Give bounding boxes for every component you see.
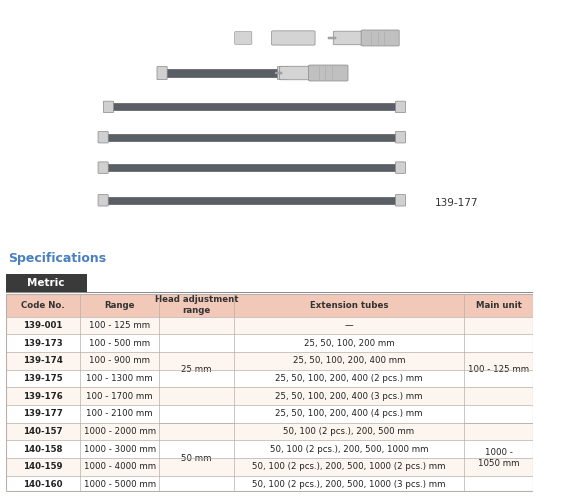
Bar — [6, 405, 533, 423]
FancyBboxPatch shape — [361, 30, 399, 46]
Text: Range: Range — [104, 301, 135, 310]
Bar — [6, 423, 533, 440]
Text: 139-177: 139-177 — [435, 198, 479, 208]
Text: 50, 100 (2 pcs.), 200, 500, 1000 (2 pcs.) mm: 50, 100 (2 pcs.), 200, 500, 1000 (2 pcs.… — [252, 462, 446, 472]
Text: Main unit: Main unit — [475, 301, 522, 310]
Text: 50, 100 (2 pcs.), 200, 500, 1000 mm: 50, 100 (2 pcs.), 200, 500, 1000 mm — [270, 445, 428, 454]
Bar — [105, 197, 398, 204]
FancyBboxPatch shape — [98, 162, 108, 173]
Text: 25, 50, 100, 200, 400 (3 pcs.) mm: 25, 50, 100, 200, 400 (3 pcs.) mm — [275, 392, 422, 401]
Bar — [328, 37, 336, 39]
Text: —: — — [345, 321, 353, 330]
Text: 1000 - 4000 mm: 1000 - 4000 mm — [83, 462, 156, 472]
Text: 25 mm: 25 mm — [181, 365, 212, 374]
Text: 25, 50, 100, 200 mm: 25, 50, 100, 200 mm — [303, 338, 394, 347]
Text: 100 - 1300 mm: 100 - 1300 mm — [86, 374, 153, 383]
Bar — [165, 69, 280, 77]
FancyBboxPatch shape — [272, 31, 315, 45]
FancyBboxPatch shape — [98, 195, 108, 206]
Bar — [6, 294, 533, 317]
Text: 50, 100 (2 pcs.), 200, 500, 1000 (3 pcs.) mm: 50, 100 (2 pcs.), 200, 500, 1000 (3 pcs.… — [252, 480, 446, 489]
Text: 100 - 500 mm: 100 - 500 mm — [89, 338, 150, 347]
FancyBboxPatch shape — [395, 195, 406, 206]
Text: 1000 -
1050 mm: 1000 - 1050 mm — [478, 448, 519, 468]
Text: 100 - 2100 mm: 100 - 2100 mm — [86, 410, 153, 418]
Text: 50, 100 (2 pcs.), 200, 500 mm: 50, 100 (2 pcs.), 200, 500 mm — [283, 427, 415, 436]
Text: 140-160: 140-160 — [23, 480, 63, 489]
Text: 140-157: 140-157 — [23, 427, 63, 436]
Bar — [6, 317, 533, 334]
Text: 1000 - 2000 mm: 1000 - 2000 mm — [83, 427, 156, 436]
Bar — [6, 294, 533, 491]
FancyBboxPatch shape — [309, 65, 348, 81]
FancyBboxPatch shape — [157, 67, 167, 80]
Text: 139-174: 139-174 — [23, 356, 63, 365]
FancyBboxPatch shape — [235, 32, 252, 44]
Bar — [6, 476, 533, 494]
Text: Code No.: Code No. — [21, 301, 65, 310]
Text: 139-173: 139-173 — [23, 338, 63, 347]
Text: 1000 - 3000 mm: 1000 - 3000 mm — [83, 445, 156, 454]
Text: Head adjustment
range: Head adjustment range — [155, 295, 238, 315]
FancyBboxPatch shape — [280, 66, 320, 80]
Text: 25, 50, 100, 200, 400 mm: 25, 50, 100, 200, 400 mm — [293, 356, 405, 365]
Bar — [6, 274, 87, 292]
FancyBboxPatch shape — [395, 162, 406, 173]
Text: 25, 50, 100, 200, 400 (4 pcs.) mm: 25, 50, 100, 200, 400 (4 pcs.) mm — [275, 410, 422, 418]
Bar — [6, 440, 533, 458]
Bar — [111, 103, 398, 110]
Text: 140-158: 140-158 — [23, 445, 63, 454]
FancyBboxPatch shape — [103, 101, 113, 113]
Bar — [105, 134, 398, 141]
Text: 25, 50, 100, 200, 400 (2 pcs.) mm: 25, 50, 100, 200, 400 (2 pcs.) mm — [275, 374, 422, 383]
Text: 100 - 900 mm: 100 - 900 mm — [89, 356, 150, 365]
FancyBboxPatch shape — [395, 101, 406, 113]
Text: 139-177: 139-177 — [23, 410, 63, 418]
Text: 139-001: 139-001 — [23, 321, 63, 330]
Text: Metric: Metric — [28, 278, 65, 288]
Bar — [6, 387, 533, 405]
FancyBboxPatch shape — [98, 132, 108, 143]
Bar — [6, 334, 533, 352]
FancyBboxPatch shape — [395, 132, 406, 143]
FancyBboxPatch shape — [333, 31, 373, 45]
Bar — [105, 164, 398, 171]
Bar — [6, 370, 533, 387]
Bar — [275, 72, 283, 74]
Text: Specifications: Specifications — [8, 252, 107, 265]
Text: 100 - 125 mm: 100 - 125 mm — [468, 365, 529, 374]
Bar — [6, 352, 533, 370]
Bar — [6, 458, 533, 476]
Text: Extension tubes: Extension tubes — [310, 301, 388, 310]
Text: 139-175: 139-175 — [23, 374, 63, 383]
Text: 1000 - 5000 mm: 1000 - 5000 mm — [83, 480, 156, 489]
FancyBboxPatch shape — [277, 67, 288, 80]
Text: 100 - 1700 mm: 100 - 1700 mm — [86, 392, 153, 401]
Text: 140-159: 140-159 — [23, 462, 63, 472]
Text: 100 - 125 mm: 100 - 125 mm — [89, 321, 150, 330]
Text: 139-176: 139-176 — [23, 392, 63, 401]
Text: 50 mm: 50 mm — [181, 454, 212, 463]
